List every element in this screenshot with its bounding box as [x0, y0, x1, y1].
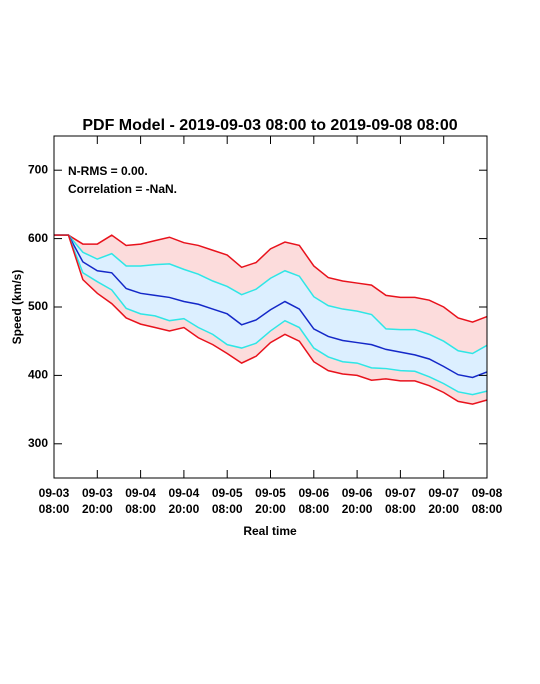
y-tick-label: 700	[28, 162, 48, 176]
x-tick-label: 09-03 20:00	[82, 486, 113, 516]
series-line	[54, 234, 488, 323]
x-axis-label: Real time	[243, 524, 297, 538]
y-tick-label: 400	[28, 368, 48, 382]
x-tick-label: 09-03 08:00	[39, 486, 70, 516]
x-tick-label: 09-06 08:00	[298, 486, 329, 516]
y-tick-label: 600	[28, 231, 48, 245]
x-tick-label: 09-05 20:00	[255, 486, 286, 516]
y-axis-label: Speed (km/s)	[10, 270, 24, 345]
series-line	[54, 234, 488, 405]
series-line	[54, 234, 488, 379]
x-tick-label: 09-07 08:00	[385, 486, 416, 516]
annotation: N-RMS = 0.00.	[68, 164, 148, 178]
band	[54, 235, 487, 395]
series-line	[54, 234, 488, 396]
x-tick-label: 09-08 08:00	[472, 486, 503, 516]
chart-title: PDF Model - 2019-09-03 08:00 to 2019-09-…	[82, 117, 457, 134]
series-line	[54, 234, 488, 355]
x-tick-label: 09-05 08:00	[212, 486, 243, 516]
y-tick-label: 300	[28, 436, 48, 450]
x-tick-label: 09-06 20:00	[342, 486, 373, 516]
x-tick-label: 09-04 08:00	[125, 486, 156, 516]
annotation: Correlation = -NaN.	[68, 182, 177, 196]
x-tick-label: 09-04 20:00	[169, 486, 200, 516]
x-tick-label: 09-07 20:00	[428, 486, 459, 516]
y-tick-label: 500	[28, 299, 48, 313]
